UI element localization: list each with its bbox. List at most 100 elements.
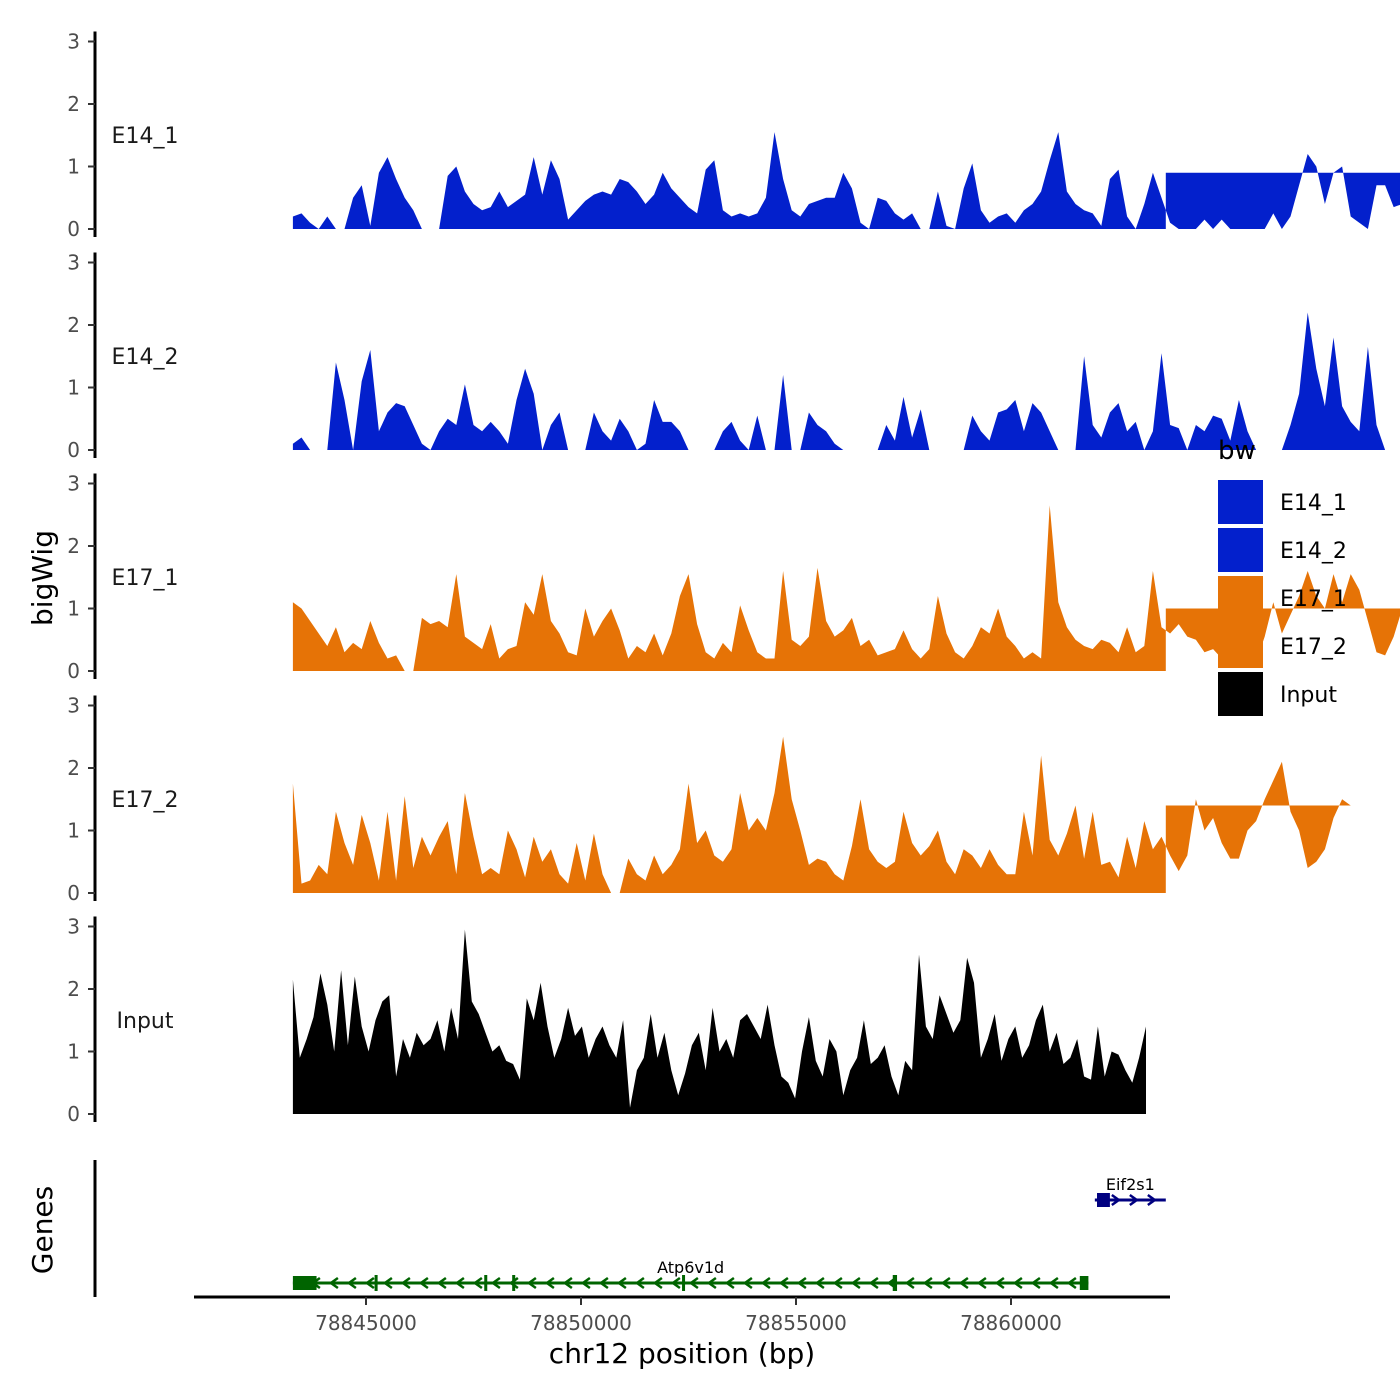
signal-tracks: 0 1 2 3 E14_1 0 1 2 3 E14_2 0 1 2 3 E17_1 0 1 2 3 E17_2 0 1 2 3…	[67, 30, 1400, 1126]
legend-swatch	[1218, 576, 1263, 620]
strand-arrow	[634, 1276, 645, 1290]
exon-block	[1097, 1193, 1110, 1207]
x-axis-title: chr12 position (bp)	[549, 1337, 815, 1370]
exon-block	[682, 1275, 686, 1291]
strand-arrow	[994, 1276, 1005, 1290]
strand-arrow	[454, 1276, 465, 1290]
strand-arrow	[1066, 1276, 1077, 1290]
legend-item-e17-1: E17_1	[1218, 576, 1347, 620]
strand-arrow	[688, 1276, 699, 1290]
signal-area-input	[292, 929, 1146, 1114]
strand-arrow	[652, 1276, 663, 1290]
signal-area-e14-2	[292, 312, 1400, 450]
legend-swatch	[1218, 528, 1263, 572]
y-tick-label: 0	[67, 1102, 80, 1126]
y-tick-label: 1	[67, 155, 80, 179]
strand-arrow	[1012, 1276, 1023, 1290]
strand-arrow	[472, 1276, 483, 1290]
legend: bw E14_1 E14_2 E17_1 E17_2 Input	[1218, 436, 1347, 716]
gene-label-eif2s1: Eif2s1	[1106, 1175, 1155, 1194]
strand-arrow	[976, 1276, 987, 1290]
y-axis-title: bigWig	[26, 530, 59, 626]
y-tick-label: 1	[67, 376, 80, 400]
strand-arrow	[436, 1276, 447, 1290]
strand-arrow	[508, 1276, 519, 1290]
exon-block	[1079, 1276, 1089, 1290]
y-tick-label: 0	[67, 659, 80, 683]
strand-arrow	[814, 1276, 825, 1290]
strand-arrow	[1111, 1193, 1122, 1207]
legend-item-e17-2: E17_2	[1218, 624, 1347, 668]
strand-arrow	[922, 1276, 933, 1290]
legend-item-e14-1: E14_1	[1218, 480, 1347, 524]
strand-arrow	[868, 1276, 879, 1290]
legend-swatch	[1218, 672, 1263, 716]
strand-arrow	[418, 1276, 429, 1290]
strand-arrow	[706, 1276, 717, 1290]
y-tick-label: 1	[67, 597, 80, 621]
x-axis: 78845000 78850000 78855000 78860000	[194, 1295, 1170, 1335]
y-tick-label: 2	[67, 92, 80, 116]
strand-arrow	[850, 1276, 861, 1290]
strand-arrow	[616, 1276, 627, 1290]
y-tick-label: 1	[67, 1040, 80, 1064]
y-tick-label: 3	[67, 30, 80, 54]
y-tick-label: 0	[67, 881, 80, 905]
x-tick-label: 78855000	[745, 1311, 847, 1335]
x-tick-label: 78850000	[530, 1311, 632, 1335]
x-tick-label: 78860000	[960, 1311, 1062, 1335]
track-e17-1: 0 1 2 3 E17_1	[67, 472, 1400, 683]
strand-arrow	[904, 1276, 915, 1290]
legend-item-input: Input	[1218, 672, 1337, 716]
strand-arrow	[1048, 1276, 1059, 1290]
legend-swatch	[1218, 624, 1263, 668]
strand-arrow	[580, 1276, 591, 1290]
x-tick-label: 78845000	[315, 1311, 417, 1335]
track-label-e14-1: E14_1	[112, 124, 179, 149]
y-tick-label: 2	[67, 313, 80, 337]
strand-arrow	[598, 1276, 609, 1290]
strand-arrow	[328, 1276, 339, 1290]
signal-area-e17-1	[292, 505, 1400, 671]
strand-arrow	[958, 1276, 969, 1290]
gene-track: Atp6v1d Eif2s1	[93, 1160, 1166, 1297]
y-tick-label: 0	[67, 438, 80, 462]
exon-block	[512, 1275, 516, 1291]
strand-arrow	[742, 1276, 753, 1290]
y-tick-label: 2	[67, 534, 80, 558]
y-tick-label: 0	[67, 217, 80, 241]
y-tick-label: 3	[67, 251, 80, 275]
legend-label: Input	[1280, 683, 1337, 708]
track-e14-2: 0 1 2 3 E14_2	[67, 251, 1400, 462]
strand-arrow	[526, 1276, 537, 1290]
exon-block	[374, 1275, 378, 1291]
legend-swatch	[1218, 480, 1263, 524]
legend-label: E14_2	[1280, 539, 1347, 564]
strand-arrow	[778, 1276, 789, 1290]
strand-arrow	[562, 1276, 573, 1290]
genes-axis-title: Genes	[26, 1186, 59, 1274]
strand-arrow	[364, 1276, 375, 1290]
strand-arrow	[796, 1276, 807, 1290]
y-tick-label: 1	[67, 819, 80, 843]
strand-arrow	[1129, 1193, 1140, 1207]
track-label-e17-2: E17_2	[112, 788, 179, 813]
strand-arrow	[346, 1276, 357, 1290]
gene-eif2s1: Eif2s1	[1094, 1175, 1166, 1207]
strand-arrow	[382, 1276, 393, 1290]
y-tick-label: 3	[67, 915, 80, 939]
strand-arrow	[832, 1276, 843, 1290]
gene-label-atp6v1d: Atp6v1d	[657, 1258, 724, 1277]
legend-label: E17_2	[1280, 635, 1347, 660]
exon-block	[292, 1276, 317, 1290]
track-input: 0 1 2 3 Input	[67, 915, 1146, 1126]
strand-arrow	[490, 1276, 501, 1290]
signal-area-e17-2	[292, 736, 1351, 893]
y-tick-label: 3	[67, 694, 80, 718]
legend-item-e14-2: E14_2	[1218, 528, 1347, 572]
track-e17-2: 0 1 2 3 E17_2	[67, 694, 1351, 905]
strand-arrow	[1030, 1276, 1041, 1290]
track-label-input: Input	[117, 1009, 174, 1034]
strand-arrow	[544, 1276, 555, 1290]
